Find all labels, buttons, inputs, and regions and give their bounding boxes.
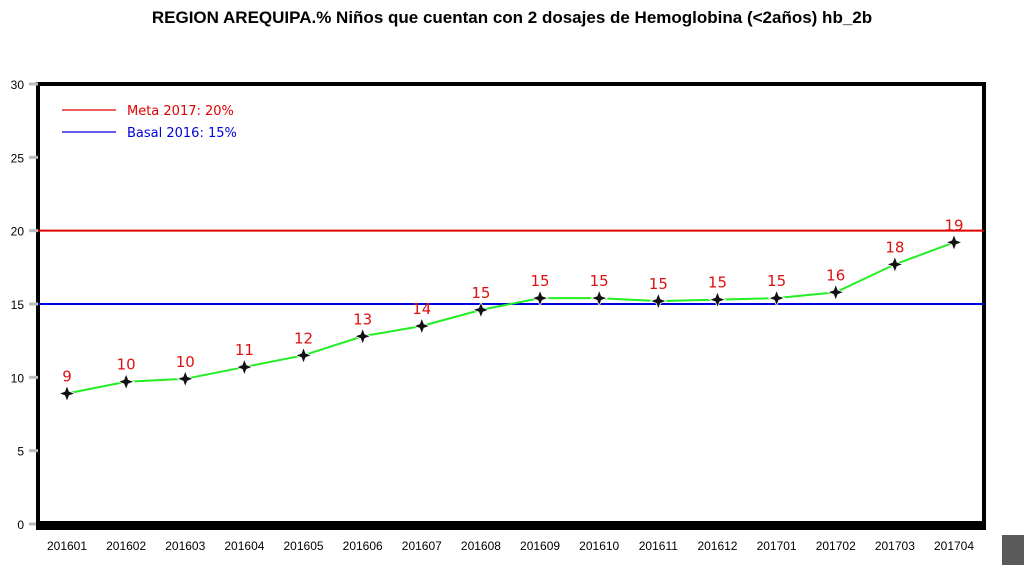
data-label: 10 (117, 356, 136, 374)
data-label: 14 (412, 300, 431, 318)
y-tick-mark (29, 302, 38, 306)
data-marker (530, 289, 550, 308)
data-marker (235, 357, 254, 377)
data-marker (117, 372, 136, 391)
data-label: 11 (235, 341, 254, 359)
x-tick-label: 201608 (461, 539, 501, 553)
data-label: 15 (531, 272, 550, 290)
data-label: 12 (294, 329, 313, 347)
data-marker (708, 290, 727, 309)
y-tick-label: 30 (11, 78, 25, 92)
data-label: 15 (471, 284, 490, 302)
data-marker (885, 255, 904, 274)
y-tick-label: 0 (17, 518, 24, 532)
legend: Meta 2017: 20% Basal 2016: 15% (62, 104, 237, 141)
x-tick-label: 201603 (165, 539, 205, 553)
x-axis: 201601 201602 201603 201604 201605 201606 2016… (36, 521, 986, 553)
chart-title: REGION AREQUIPA.% Niños que cuentan con … (151, 8, 873, 27)
scroll-corner (1002, 535, 1024, 565)
x-tick-label: 201701 (757, 539, 797, 553)
data-label: 15 (708, 274, 727, 292)
x-tick-label: 201704 (934, 539, 974, 553)
data-label: 9 (62, 367, 72, 385)
y-tick-mark (29, 82, 38, 86)
x-tick-label: 201611 (639, 539, 678, 553)
x-tick-label: 201604 (224, 539, 264, 553)
y-axis: 0 5 10 15 20 25 30 (11, 78, 38, 532)
data-marker (767, 289, 786, 308)
y-tick-mark (29, 522, 38, 526)
data-marker (176, 369, 195, 388)
y-tick-mark (29, 229, 38, 233)
data-label: 15 (590, 272, 609, 290)
y-tick-mark (29, 449, 38, 453)
x-tick-label: 201605 (284, 539, 324, 553)
data-marker (944, 233, 964, 252)
x-tick-label: 201601 (47, 539, 87, 553)
y-tick-label: 10 (11, 371, 25, 385)
data-marker (412, 316, 431, 336)
legend-label: Basal 2016: 15% (127, 126, 237, 141)
data-marker (294, 346, 313, 365)
y-tick-mark (29, 375, 38, 379)
x-tick-label: 201610 (579, 539, 619, 553)
y-tick-label: 5 (17, 445, 24, 459)
data-marker (471, 300, 491, 319)
data-marker (590, 289, 609, 308)
x-tick-label: 201607 (402, 539, 442, 553)
data-label: 19 (944, 216, 963, 234)
x-tick-label: 201702 (816, 539, 856, 553)
data-labels: 9 10 10 11 12 13 14 15 15 15 15 15 15 16 18 19 (62, 216, 963, 385)
series-line (66, 241, 955, 395)
x-tick-label: 201703 (875, 539, 915, 553)
y-tick-label: 20 (11, 225, 25, 239)
y-tick-mark (29, 155, 38, 159)
data-marker (649, 291, 668, 311)
x-tick-label: 201612 (697, 539, 737, 553)
x-tick-label: 201602 (106, 539, 146, 553)
data-label: 13 (353, 310, 372, 328)
data-marker (57, 384, 77, 403)
data-marker (353, 327, 372, 346)
y-tick-label: 25 (11, 151, 25, 165)
data-label: 15 (649, 275, 668, 293)
data-marker (826, 283, 845, 302)
data-label: 10 (176, 353, 195, 371)
data-label: 15 (767, 272, 786, 290)
legend-label: Meta 2017: 20% (127, 104, 234, 119)
y-tick-label: 15 (11, 298, 25, 312)
x-tick-label: 201609 (520, 539, 560, 553)
x-axis-band (36, 521, 986, 530)
data-label: 16 (826, 266, 845, 284)
data-label: 18 (885, 238, 904, 256)
x-tick-label: 201606 (343, 539, 383, 553)
data-markers (57, 233, 964, 403)
